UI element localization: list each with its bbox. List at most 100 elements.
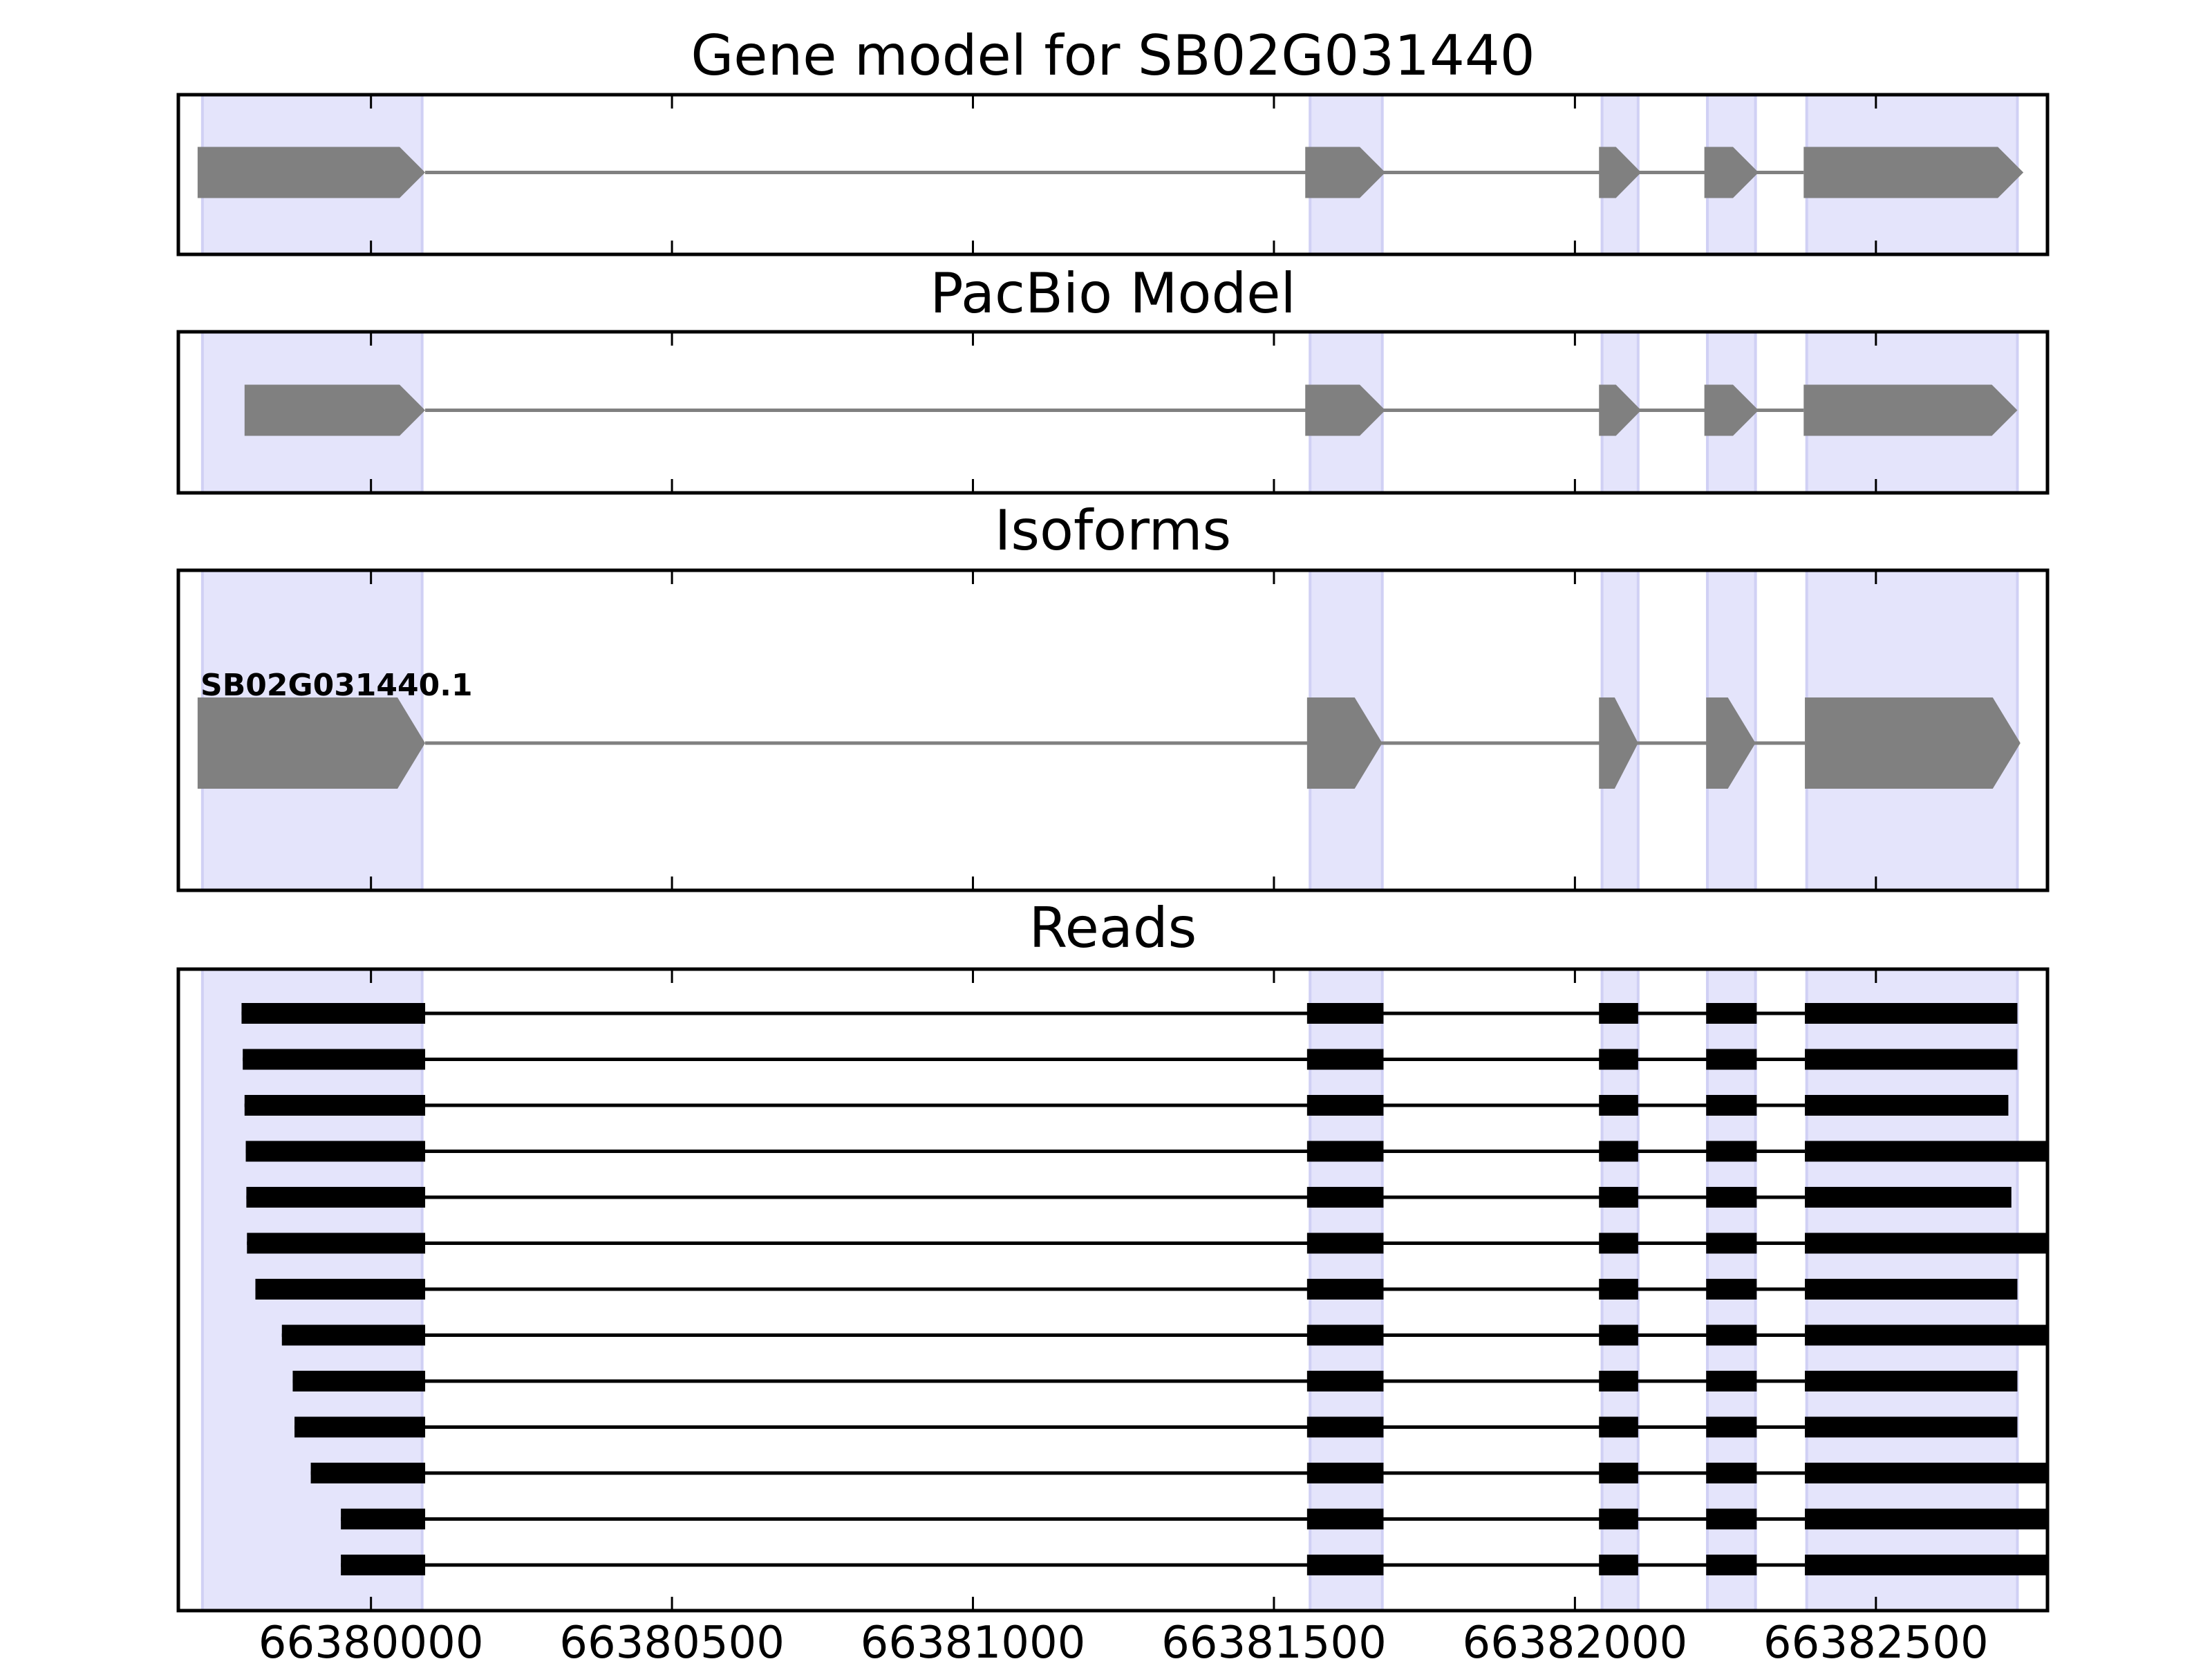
exon-arrow — [1306, 697, 1382, 789]
read-exon-block — [294, 1416, 426, 1438]
read-exon-block — [1599, 1187, 1638, 1208]
read-exon-block — [1599, 1416, 1638, 1438]
read-exon-block — [1599, 1003, 1638, 1024]
x-tick-label: 66382500 — [1763, 1618, 1989, 1659]
panel-title: Isoforms — [995, 498, 1231, 563]
panel-frame — [176, 967, 2050, 1613]
read-exon-block — [341, 1508, 426, 1530]
read-exon-block — [1706, 1003, 1757, 1024]
panel-isoform: Isoforms SB02G031440.1 — [176, 498, 2050, 892]
exon-arrow — [1704, 384, 1759, 436]
read-exon-block — [244, 1095, 426, 1116]
exon-arrow — [1305, 147, 1386, 198]
read-row — [245, 1141, 2047, 1162]
read-exon-block — [1805, 1141, 2047, 1162]
read-row — [341, 1508, 2047, 1530]
panel-gene: PacBio Model — [176, 261, 2050, 495]
exon-arrow — [1803, 147, 2024, 198]
panel-title: Gene model for SB02G031440 — [691, 24, 1535, 88]
exon-arrow — [1805, 697, 2021, 789]
x-tick-label: 66381000 — [861, 1618, 1086, 1659]
read-exon-block — [243, 1049, 426, 1070]
exon-arrow — [197, 697, 426, 789]
panel-frame — [176, 568, 2050, 892]
read-exon-block — [1805, 1003, 2018, 1024]
read-exon-block — [247, 1232, 426, 1254]
x-tick-label: 66380000 — [259, 1618, 484, 1659]
read-exon-block — [1805, 1095, 2009, 1116]
read-exon-block — [1599, 1279, 1638, 1300]
read-exon-block — [1306, 1187, 1384, 1208]
read-row — [281, 1324, 2047, 1346]
read-row — [294, 1416, 2018, 1438]
read-exon-block — [1306, 1279, 1384, 1300]
read-exon-block — [1706, 1555, 1757, 1575]
read-exon-block — [1599, 1232, 1638, 1254]
read-exon-block — [1599, 1463, 1638, 1483]
read-exon-block — [246, 1187, 426, 1208]
read-exon-block — [255, 1279, 426, 1300]
exon-arrow — [1599, 697, 1638, 789]
exon-arrow — [1706, 697, 1756, 789]
read-exon-block — [1805, 1555, 2047, 1575]
read-row — [255, 1279, 2018, 1300]
read-exon-block — [1805, 1232, 2047, 1254]
exon-arrow — [1803, 384, 2018, 436]
read-exon-block — [1306, 1463, 1384, 1483]
read-exon-block — [1805, 1508, 2047, 1530]
read-exon-block — [1706, 1095, 1757, 1116]
exon-arrow — [1599, 147, 1642, 198]
read-exon-block — [1599, 1371, 1638, 1391]
read-exon-block — [310, 1463, 426, 1483]
read-exon-block — [1306, 1049, 1384, 1070]
isoform-label: SB02G031440.1 — [200, 668, 473, 703]
read-row — [241, 1003, 2018, 1024]
read-row — [310, 1463, 2047, 1483]
read-row — [244, 1095, 2009, 1116]
read-exon-block — [1306, 1508, 1384, 1530]
read-exon-block — [1306, 1095, 1384, 1116]
read-exon-block — [1706, 1324, 1757, 1346]
exon-arrow — [197, 147, 426, 198]
read-exon-block — [1805, 1371, 2018, 1391]
read-exon-block — [1599, 1555, 1638, 1575]
read-exon-block — [281, 1324, 426, 1346]
read-exon-block — [1805, 1463, 2047, 1483]
panel-frame — [176, 93, 2050, 256]
read-exon-block — [245, 1141, 426, 1162]
read-exon-block — [1805, 1049, 2018, 1070]
read-exon-block — [1306, 1141, 1384, 1162]
read-row — [292, 1371, 2018, 1391]
read-row — [341, 1555, 2047, 1575]
read-exon-block — [1599, 1324, 1638, 1346]
read-exon-block — [1706, 1416, 1757, 1438]
read-exon-block — [1805, 1187, 2012, 1208]
x-tick-label: 66382000 — [1463, 1618, 1688, 1659]
read-exon-block — [341, 1555, 426, 1575]
panels-layer: Gene model for SB02G031440 PacBio Model Is… — [176, 24, 2050, 1659]
read-exon-block — [1599, 1141, 1638, 1162]
read-row — [246, 1187, 2012, 1208]
panel-title: Reads — [1029, 896, 1197, 960]
exon-arrow — [1704, 147, 1759, 198]
panel-gene: Gene model for SB02G031440 — [176, 24, 2050, 256]
read-row — [247, 1232, 2047, 1254]
read-exon-block — [241, 1003, 426, 1024]
read-exon-block — [1306, 1324, 1384, 1346]
read-exon-block — [1706, 1279, 1757, 1300]
read-exon-block — [1706, 1141, 1757, 1162]
read-exon-block — [1706, 1508, 1757, 1530]
read-exon-block — [1306, 1371, 1384, 1391]
read-exon-block — [1706, 1371, 1757, 1391]
exon-arrow — [244, 384, 426, 436]
read-exon-block — [1706, 1049, 1757, 1070]
read-exon-block — [1306, 1003, 1384, 1024]
read-exon-block — [1306, 1555, 1384, 1575]
read-exon-block — [1306, 1232, 1384, 1254]
read-exon-block — [1805, 1324, 2047, 1346]
read-exon-block — [292, 1371, 426, 1391]
read-exon-block — [1599, 1095, 1638, 1116]
read-exon-block — [1805, 1279, 2018, 1300]
panel-frame — [176, 330, 2050, 495]
